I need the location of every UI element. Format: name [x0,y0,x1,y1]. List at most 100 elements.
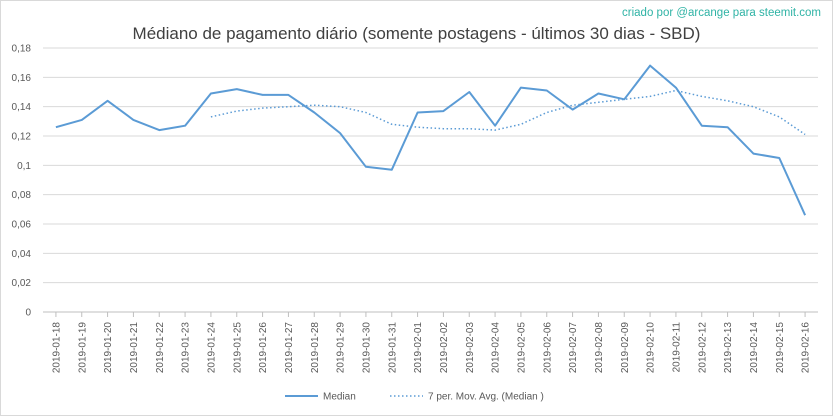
median-point [131,117,136,122]
median-point [699,123,704,128]
y-tick-label: 0,02 [12,278,32,289]
median-point [570,107,575,112]
median-point [493,123,498,128]
x-tick-label: 2019-02-07 [568,322,579,374]
moving-average-point [673,88,678,93]
median-point [467,90,472,95]
legend-label: 7 per. Mov. Avg. (Median ) [428,392,544,403]
median-point [105,98,110,103]
moving-average-point [725,98,730,103]
series-lines [53,63,808,218]
median-point [338,131,343,136]
moving-average-point [415,125,420,130]
median-point [648,63,653,68]
moving-average-point [544,110,549,115]
x-tick-label: 2019-02-11 [671,322,682,373]
y-tick-label: 0,04 [12,249,32,260]
x-tick-label: 2019-02-13 [723,322,734,374]
moving-average-point [441,126,446,131]
y-tick-label: 0,12 [12,132,32,143]
median-point [157,128,162,133]
y-tick-label: 0,1 [17,161,31,172]
moving-average-point [389,122,394,127]
x-tick-label: 2019-01-24 [206,322,217,374]
median-point [544,88,549,93]
moving-average-point [648,94,653,99]
x-tick-label: 2019-02-12 [697,322,708,374]
median-point [234,87,239,92]
x-axis-ticks: 2019-01-18 2019-01-19 2019-01-20 2019-01-21… [51,312,812,374]
moving-average-point [286,104,291,109]
median-point [79,117,84,122]
credit-text: criado por @arcange para steemit.com [622,7,821,19]
median-point [751,151,756,156]
median-point [803,213,808,218]
median-line [55,64,807,216]
moving-average-point [493,128,498,133]
y-tick-label: 0,08 [12,190,32,201]
x-tick-label: 2019-02-09 [620,322,631,374]
x-tick-label: 2019-01-19 [77,322,88,374]
x-tick-label: 2019-02-05 [516,322,527,374]
x-tick-label: 2019-01-28 [310,322,321,374]
median-point [260,92,265,97]
moving-average-point [751,104,756,109]
moving-average-point [467,126,472,131]
x-tick-label: 2019-01-18 [51,322,62,374]
median-point [389,167,394,172]
x-tick-label: 2019-01-30 [361,322,372,374]
x-tick-label: 2019-02-14 [749,322,760,374]
moving-average-line [210,89,806,136]
y-tick-label: 0,18 [12,44,32,55]
x-tick-label: 2019-02-04 [491,322,502,374]
moving-average-point [338,104,343,109]
moving-average-point [363,110,368,115]
x-tick-label: 2019-02-06 [542,322,553,374]
median-point [363,164,368,169]
legend-label: Median [323,392,356,403]
chart-title: Médiano de pagamento diário (somente pos… [132,24,701,43]
x-tick-label: 2019-01-31 [387,322,398,374]
x-tick-label: 2019-01-26 [258,322,269,374]
x-tick-label: 2019-01-20 [103,322,114,374]
median-point [596,91,601,96]
x-tick-label: 2019-01-29 [336,322,347,374]
median-point [518,85,523,90]
moving-average-point [234,109,239,114]
median-point [286,92,291,97]
moving-average-point [208,114,213,119]
moving-average-point [570,103,575,108]
moving-average-point [518,122,523,127]
moving-average-point [777,114,782,119]
x-tick-label: 2019-02-08 [594,322,605,374]
x-tick-label: 2019-02-02 [439,322,450,374]
median-point [441,109,446,114]
moving-average-point [596,100,601,105]
median-point [725,125,730,130]
x-tick-label: 2019-01-27 [284,322,295,374]
x-tick-label: 2019-01-25 [232,322,243,374]
y-tick-label: 0,14 [12,102,32,113]
legend: Median 7 per. Mov. Avg. (Median ) [285,392,544,403]
y-tick-label: 0,06 [12,220,32,231]
gridlines [43,47,818,313]
median-point [312,110,317,115]
median-point [777,156,782,161]
x-tick-label: 2019-02-10 [646,322,657,374]
moving-average-point [803,132,808,137]
moving-average-point [312,103,317,108]
x-tick-label: 2019-01-23 [181,322,192,374]
x-tick-label: 2019-01-21 [129,322,140,374]
moving-average-point [622,97,627,102]
median-point [53,125,58,130]
x-tick-label: 2019-02-01 [413,322,424,374]
y-axis-ticks: 0 0,02 0,04 0,06 0,08 0,1 0,12 0,14 0,16 0,18 [12,44,32,319]
median-point [183,123,188,128]
moving-average-point [260,106,265,111]
y-tick-label: 0,16 [12,73,32,84]
moving-average-point [699,94,704,99]
x-tick-label: 2019-02-03 [465,322,476,374]
x-tick-label: 2019-01-22 [155,322,166,374]
